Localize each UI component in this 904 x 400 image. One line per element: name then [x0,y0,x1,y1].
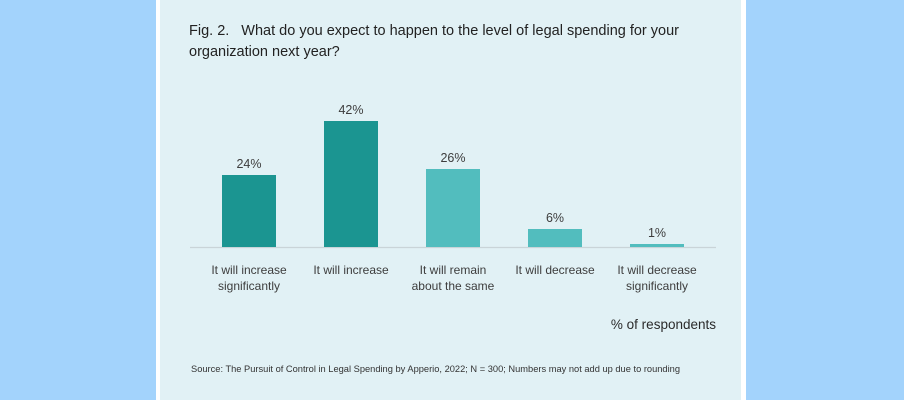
figure-number: Fig. 2. [189,23,230,39]
unit-label: % of respondents [610,317,716,332]
category-label-line: It will decrease [515,263,595,277]
value-label-2: 42% [338,103,363,117]
category-label-5: It will decrease significantly [607,262,707,294]
bar-4 [528,229,582,247]
category-label-line: significantly [217,279,281,293]
value-labels-group: 24% 42% 26% 6% 1% [236,103,666,240]
source-note: Source: The Pursuit of Control in Legal … [191,364,681,374]
bar-3 [426,169,480,247]
bars-group [222,121,684,247]
bar-2 [324,121,378,247]
category-label-4: It will decrease [505,262,605,278]
value-label-5: 1% [648,226,666,240]
value-label-4: 6% [546,211,564,225]
category-label-line: significantly [625,279,689,293]
category-label-line: It will remain [419,263,487,277]
bar-5 [630,244,684,247]
figure-question: What do you expect to happen to the leve… [189,23,680,60]
bar-1 [222,175,276,247]
category-label-line: It will increase [211,263,287,277]
category-label-line: It will increase [313,263,389,277]
figure-title: Fig. 2. What do you expect to happen to t… [189,21,729,63]
value-label-3: 26% [440,151,465,165]
category-label-1: It will increase significantly [199,262,299,294]
category-label-2: It will increase [301,262,401,278]
category-label-line: It will decrease [617,263,697,277]
value-label-1: 24% [236,157,261,171]
category-label-3: It will remain about the same [403,262,503,294]
category-label-line: about the same [411,279,495,293]
